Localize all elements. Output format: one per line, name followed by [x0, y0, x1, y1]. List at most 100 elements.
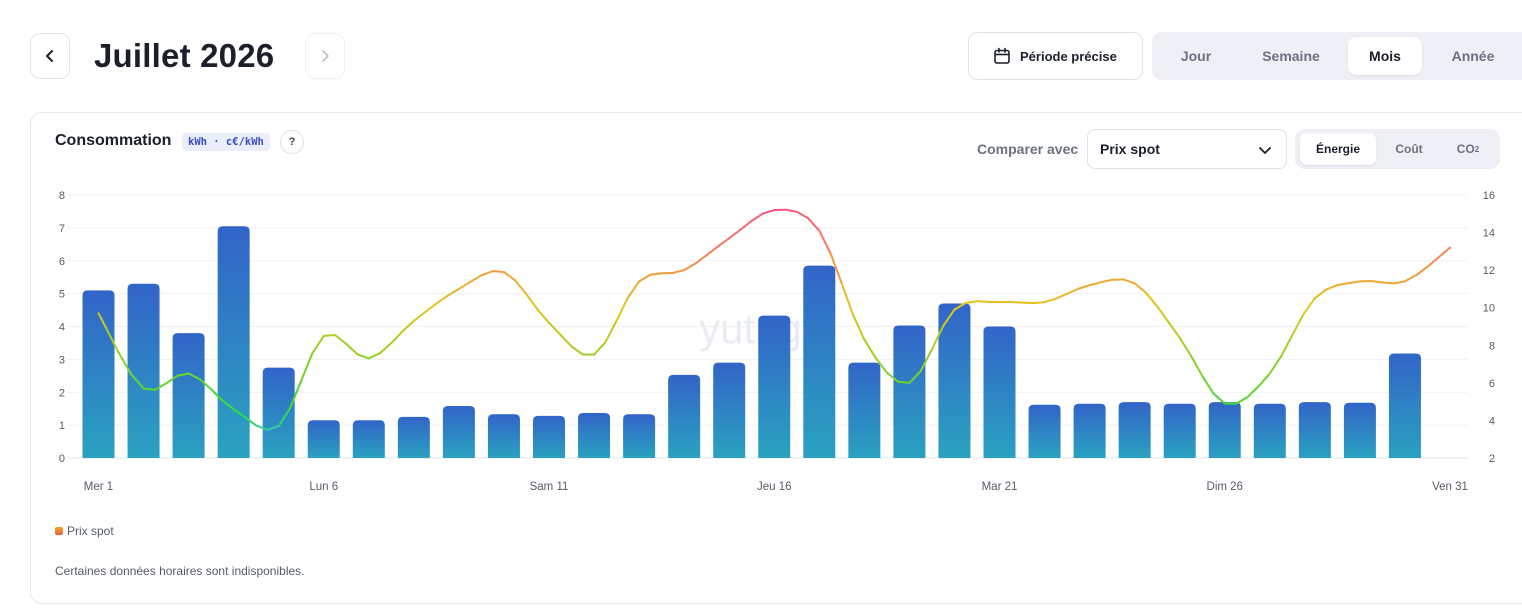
spot-price-line-segment [1167, 321, 1181, 339]
spot-price-line-segment [117, 350, 133, 376]
spot-price-line-segment [716, 237, 731, 248]
spot-price-line-segment [1156, 305, 1170, 324]
chart-bar [1073, 403, 1106, 458]
spot-price-line-segment [1144, 291, 1159, 308]
tab-co2-label: CO [1456, 142, 1475, 156]
spot-price-line-segment [1201, 374, 1215, 395]
y-right-tick-label: 6 [1489, 378, 1495, 390]
x-tick-label: Mar 21 [982, 481, 1018, 493]
next-month-button[interactable] [305, 33, 345, 79]
compare-label: Comparer avec [977, 141, 1079, 157]
spot-price-line-segment [153, 382, 168, 391]
chart-bar [1388, 353, 1421, 458]
chevron-left-icon [46, 50, 53, 62]
chart-bar [623, 414, 656, 458]
consumption-card: Consommation kWh · c€/kWh ? Comparer ave… [30, 112, 1522, 604]
spot-price-line-segment [232, 408, 246, 419]
page-title: Juillet 2026 [94, 37, 275, 74]
chart-bar [1253, 403, 1286, 458]
spot-price-line-segment [761, 209, 776, 215]
tab-mois[interactable]: Mois [1348, 37, 1422, 75]
y-right-tick-label: 14 [1483, 228, 1495, 240]
chart-bar [352, 420, 385, 458]
spot-price-line-segment [705, 245, 719, 257]
spot-price-line-segment [1440, 246, 1451, 256]
spot-price-line-segment [885, 371, 900, 383]
tab-jour[interactable]: Jour [1180, 48, 1212, 64]
chart-legend: Prix spot [55, 524, 114, 538]
spot-price-line-segment [626, 280, 641, 299]
chart-bar [217, 226, 250, 458]
x-tick-label: Dim 26 [1207, 481, 1243, 493]
spot-price-line-segment [818, 229, 832, 255]
spot-price-line-segment [1099, 278, 1114, 284]
spot-price-line-segment [593, 341, 607, 356]
compare-select[interactable]: Prix spot [1087, 129, 1287, 169]
spot-price-line-segment [1280, 334, 1294, 358]
y-left-tick-label: 6 [59, 256, 65, 268]
spot-price-line-segment [277, 407, 291, 428]
chart-bar [1298, 402, 1331, 458]
spot-price-line-segment [311, 334, 325, 355]
x-tick-label: Ven 31 [1432, 481, 1468, 493]
spot-price-line-segment [412, 311, 427, 322]
spot-price-line-segment [953, 301, 967, 311]
y-left-tick-label: 2 [59, 387, 65, 399]
spot-price-line-segment [322, 334, 337, 337]
y-right-tick-label: 8 [1489, 340, 1495, 352]
x-tick-label: Sam 11 [530, 481, 569, 493]
tab-semaine[interactable]: Semaine [1262, 48, 1320, 64]
y-left-tick-label: 0 [59, 453, 65, 465]
chart-bar [668, 374, 701, 458]
tab-cout[interactable]: Coût [1395, 142, 1423, 156]
data-note: Certaines données horaires sont indispon… [55, 564, 305, 578]
spot-price-line-segment [176, 372, 190, 377]
spot-price-line-segment [1416, 263, 1432, 276]
spot-price-line-segment [435, 294, 449, 305]
spot-price-line-segment [1302, 297, 1316, 316]
spot-price-line-segment [1122, 278, 1136, 285]
previous-month-button[interactable] [30, 33, 70, 79]
spot-price-line-segment [919, 348, 933, 373]
metric-tabs: Énergie Coût CO 2 [1295, 129, 1500, 169]
chart-bar [262, 367, 295, 458]
period-picker-button[interactable]: Période précise [968, 32, 1143, 80]
spot-price-line-segment [379, 342, 393, 355]
spot-price-line-segment [1077, 284, 1091, 290]
spot-price-line-segment [694, 254, 708, 265]
spot-price-line-segment [187, 372, 201, 381]
spot-price-line-segment [1257, 372, 1271, 388]
spot-price-line-segment [198, 378, 213, 391]
chevron-right-icon [322, 50, 329, 62]
spot-price-line-segment [1066, 287, 1080, 295]
x-tick-label: Jeu 16 [757, 481, 792, 493]
help-button[interactable]: ? [280, 130, 304, 154]
chart-bar [893, 325, 926, 458]
spot-price-line-segment [300, 352, 314, 382]
y-left-tick-label: 8 [59, 190, 65, 202]
legend-swatch [55, 527, 63, 535]
chart-bar [758, 315, 791, 458]
y-right-tick-label: 4 [1489, 415, 1495, 427]
spot-price-line-segment [469, 274, 483, 284]
spot-price-line-segment [266, 425, 280, 431]
legend-label: Prix spot [67, 524, 114, 538]
spot-price-line-segment [874, 356, 888, 374]
period-picker-label: Période précise [1020, 48, 1117, 64]
spot-price-line-segment [750, 212, 764, 222]
spot-price-line-segment [1347, 280, 1361, 285]
tab-energie[interactable]: Énergie [1300, 133, 1376, 165]
spot-price-line-segment [288, 379, 303, 410]
spot-price-line-segment [784, 208, 798, 213]
unit-badge: kWh · c€/kWh [182, 133, 270, 151]
spot-price-line-segment [807, 217, 821, 232]
tab-co2[interactable]: CO 2 [1442, 133, 1494, 165]
y-left-tick-label: 4 [59, 322, 65, 334]
tab-annee[interactable]: Année [1451, 48, 1495, 64]
y-right-tick-label: 16 [1483, 190, 1495, 202]
spot-price-line-segment [840, 282, 855, 316]
spot-price-line-segment [1313, 288, 1328, 300]
spot-price-line-segment [491, 270, 505, 274]
spot-price-line-segment [446, 287, 460, 297]
x-tick-label: Lun 6 [309, 481, 338, 493]
